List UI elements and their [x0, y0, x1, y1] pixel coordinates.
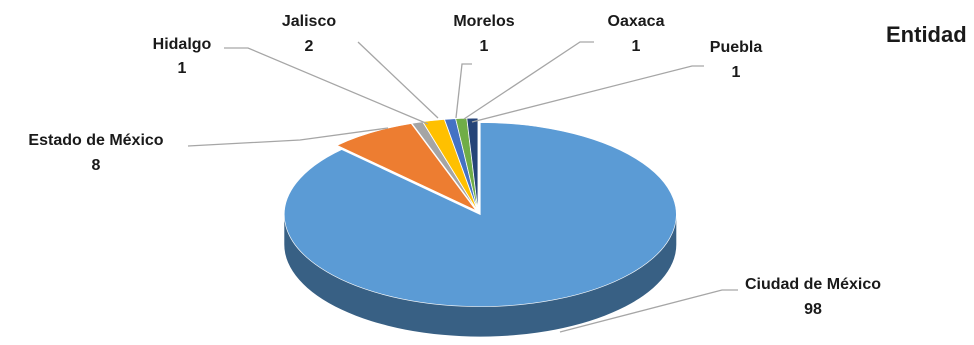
slice-value-oaxaca: 1 [632, 38, 641, 55]
slice-name-oaxaca: Oaxaca [608, 13, 665, 30]
slice-value-morelos: 1 [480, 38, 489, 55]
pie-3d-sides [284, 214, 677, 337]
slice-value-hidalgo: 1 [178, 60, 187, 77]
slice-name-ciudad-de-mexico: Ciudad de México [745, 276, 881, 293]
slice-puebla [466, 117, 479, 211]
slice-value-jalisco: 2 [305, 38, 314, 55]
slice-name-estado-de-mexico: Estado de México [28, 132, 163, 149]
leader-line-hidalgo [224, 47, 429, 125]
slice-ciudad-de-mexico [284, 122, 677, 307]
leader-line-puebla [471, 65, 704, 123]
leader-lines [187, 41, 738, 333]
data-label-oaxaca: Oaxaca 1 [608, 13, 665, 55]
pie-slices [284, 117, 677, 307]
slice-name-puebla: Puebla [710, 39, 763, 56]
slice-name-hidalgo: Hidalgo [153, 36, 212, 53]
slice-side-ciudad-de-mexico [284, 214, 677, 337]
slice-name-morelos: Morelos [453, 13, 514, 30]
leader-line-estado [187, 127, 389, 147]
leader-line-ciudad [559, 289, 738, 333]
slice-name-jalisco: Jalisco [282, 13, 336, 30]
data-label-ciudad-de-mexico: Ciudad de México 98 [745, 276, 881, 318]
data-label-estado-de-mexico: Estado de México 8 [28, 132, 163, 174]
slice-estado-de-mexico [336, 123, 477, 211]
leader-line-jalisco [357, 41, 439, 119]
slice-value-estado-de-mexico: 8 [92, 157, 101, 174]
data-label-hidalgo: Hidalgo 1 [153, 36, 212, 77]
leader-line-oaxaca [463, 41, 594, 120]
data-label-jalisco: Jalisco 2 [282, 13, 336, 55]
data-label-morelos: Morelos 1 [453, 13, 514, 55]
slice-value-ciudad-de-mexico: 98 [804, 301, 822, 318]
chart-title: Entidad [886, 22, 967, 47]
slice-value-puebla: 1 [732, 64, 741, 81]
leader-line-morelos [455, 63, 472, 119]
data-label-puebla: Puebla 1 [710, 39, 763, 81]
data-labels: Ciudad de México 98 Estado de México 8 H… [28, 13, 881, 318]
